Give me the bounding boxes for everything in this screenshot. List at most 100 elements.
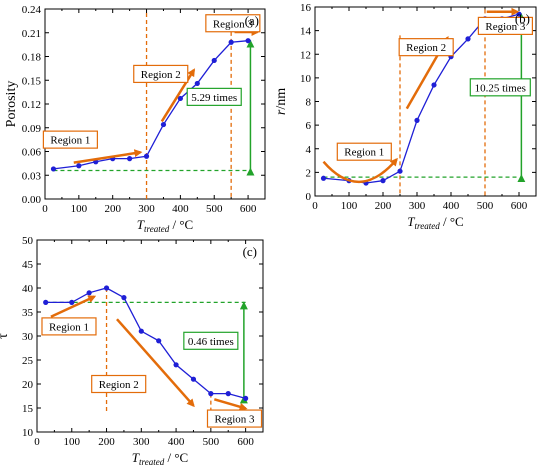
y-tick-label: 8 (306, 97, 312, 109)
data-point (228, 39, 234, 45)
panel-label: (b) (515, 11, 530, 26)
x-tick-label: 100 (71, 203, 88, 215)
region-3-label: Region 3 (214, 414, 255, 426)
data-point (431, 82, 437, 88)
region-3-box (206, 409, 263, 428)
y-tick-label: 0.12 (22, 99, 41, 111)
x-tick-label: 500 (206, 203, 223, 215)
x-tick-label: 100 (341, 200, 358, 212)
y-tick-label: 0.21 (22, 28, 41, 40)
ratio-box (186, 87, 242, 106)
y-tick-label: 0 (306, 191, 312, 203)
region-2-arrow (160, 68, 195, 123)
region-3-label: Region 3 (213, 18, 254, 30)
panel-label: (a) (245, 13, 259, 28)
chart-panel-a: 0 100 200 300 400 500 600 0.00 0.03 0.06 0.09 0.12 0… (4, 4, 266, 234)
y-axis-label: r/nm (274, 88, 289, 115)
x-tick-label: 500 (477, 200, 494, 212)
y-tick-label: 0.00 (22, 194, 42, 206)
panel-label: (c) (243, 244, 257, 259)
x-axis-label: Ttreated / °C (407, 214, 463, 231)
x-tick-label: 400 (172, 203, 189, 215)
region-1-label: Region 1 (50, 135, 90, 147)
data-point (76, 163, 82, 169)
region-2-box (398, 38, 454, 57)
y-tick-label: 30 (22, 331, 34, 343)
data-point (86, 290, 92, 296)
series-line (45, 287, 246, 400)
y-tick-label: 6 (306, 120, 312, 132)
y-tick-label: 15 (22, 403, 34, 415)
ratio-box (469, 78, 531, 97)
y-tick-label: 0.15 (22, 75, 42, 87)
region-2-arrow (116, 318, 195, 408)
region-1-box (41, 317, 97, 336)
x-tick-label: 200 (104, 203, 121, 215)
y-tick-label: 40 (22, 283, 34, 295)
x-tick-label: 100 (64, 436, 81, 448)
ratio-label: 0.46 times (188, 336, 234, 348)
y-tick-label: 12 (300, 49, 311, 61)
data-point (143, 153, 150, 159)
x-tick-label: 600 (240, 203, 257, 215)
data-point (127, 156, 133, 162)
x-axis-label: Ttreated / °C (132, 450, 188, 467)
data-point (50, 166, 57, 172)
data-point (121, 295, 127, 301)
x-tick-label: 500 (203, 436, 220, 448)
region-1-label: Region 1 (344, 147, 384, 159)
y-tick-label: 0.24 (22, 4, 42, 16)
x-axis-label: Ttreated / °C (137, 217, 193, 234)
y-tick-label: 10 (300, 73, 312, 85)
region-3-box (205, 14, 261, 33)
data-point (211, 57, 217, 64)
data-point (194, 80, 200, 87)
data-point (225, 391, 231, 397)
ratio-box (183, 331, 239, 350)
chart-panel-c: 0 100 200 300 400 500 600 10 15 20 25 30 35 40 45 50 Ttr… (0, 235, 264, 467)
x-tick-label: 300 (133, 436, 150, 448)
x-tick-label: 0 (34, 436, 40, 448)
data-point (173, 362, 179, 368)
y-tick-label: 2 (306, 167, 312, 179)
data-point (465, 36, 471, 42)
y-tick-label: 50 (22, 235, 34, 247)
x-tick-label: 600 (237, 436, 254, 448)
x-tick-label: 200 (98, 436, 115, 448)
region-1-box (42, 130, 98, 149)
x-tick-label: 400 (168, 436, 185, 448)
region-1-arrow (50, 295, 97, 318)
y-tick-label: 4 (306, 144, 312, 156)
data-point (320, 175, 327, 181)
x-tick-label: 400 (443, 200, 460, 212)
data-point (177, 95, 183, 102)
x-tick-label: 200 (375, 200, 392, 212)
region-1-arrow (73, 149, 143, 164)
data-point (208, 391, 214, 397)
data-point (380, 178, 386, 184)
region-1-arrow (322, 157, 398, 184)
ratio-label: 5.29 times (191, 92, 237, 104)
data-point (243, 395, 249, 401)
y-tick-label: 35 (22, 307, 34, 319)
data-point (43, 299, 49, 305)
series-line (53, 40, 249, 170)
y-tick-label: 16 (300, 2, 312, 14)
data-point (103, 285, 110, 291)
y-tick-label: 0.18 (22, 52, 42, 64)
region-3-label: Region 3 (485, 21, 526, 33)
region-2-label: Region 2 (406, 42, 446, 54)
y-tick-label: 0.03 (22, 170, 42, 182)
y-tick-label: 20 (22, 379, 34, 391)
x-tick-label: 300 (409, 200, 426, 212)
data-point (397, 168, 403, 174)
data-point (69, 299, 75, 305)
region-2-label: Region 2 (141, 69, 181, 81)
x-tick-label: 0 (42, 203, 48, 215)
data-point (190, 376, 197, 382)
region-2-box (91, 374, 147, 394)
region-2-box (133, 64, 189, 84)
data-point (138, 328, 144, 334)
region-1-box (336, 142, 392, 161)
data-point (414, 117, 420, 123)
